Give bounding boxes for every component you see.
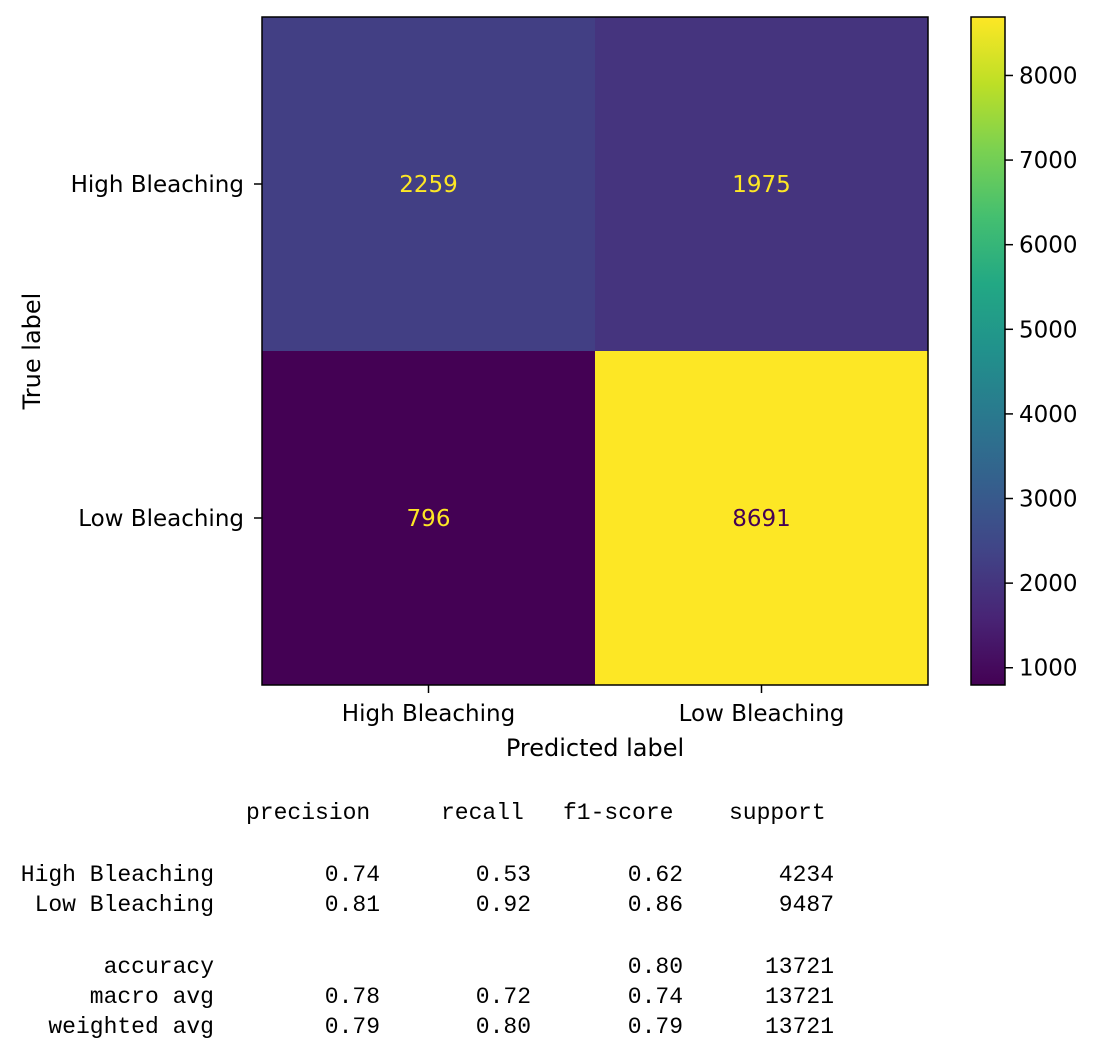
matrix-cell-value: 796: [407, 506, 451, 532]
colorbar-tick-label: 2000: [1019, 571, 1078, 597]
report-support: 9487: [778, 892, 834, 918]
header-f1-score: f1-score: [563, 800, 674, 826]
matrix-cells: [262, 17, 929, 686]
report-f1-score: 0.74: [627, 984, 683, 1010]
matrix-cell: [595, 17, 929, 352]
header-recall: recall: [441, 800, 524, 826]
report-support: 4234: [778, 862, 834, 888]
report-row-label: weighted avg: [48, 1014, 214, 1040]
header-support: support: [729, 800, 826, 826]
x-tick-label: Low Bleaching: [679, 701, 845, 727]
y-axis-label: True label: [18, 293, 46, 411]
report-row: High Bleaching 0.74 0.53 0.62 4234: [0, 862, 900, 892]
matrix-cell: [262, 351, 596, 686]
matrix-cell: [595, 351, 929, 686]
report-precision: 0.74: [324, 862, 380, 888]
colorbar-tick-label: 4000: [1019, 402, 1078, 428]
x-axis-label: Predicted label: [506, 734, 684, 762]
matrix-cell-labels: 2259 1975 796 8691: [399, 172, 791, 532]
report-recall: 0.92: [475, 892, 531, 918]
header-precision: precision: [246, 800, 371, 826]
report-support: 13721: [764, 1014, 834, 1040]
colorbar-tick-label: 5000: [1019, 317, 1078, 343]
report-row: macro avg 0.78 0.72 0.74 13721: [0, 984, 900, 1014]
report-f1-score: 0.79: [627, 1014, 683, 1040]
report-header-row: precision recall f1-score support: [0, 800, 900, 830]
report-f1-score: 0.62: [627, 862, 683, 888]
report-precision: 0.78: [324, 984, 380, 1010]
report-precision: 0.79: [324, 1014, 380, 1040]
colorbar: [970, 16, 1006, 686]
report-recall: 0.72: [475, 984, 531, 1010]
matrix-cell-value: 2259: [399, 172, 458, 198]
report-row: weighted avg 0.79 0.80 0.79 13721: [0, 1014, 900, 1044]
colorbar-tick-label: 1000: [1019, 656, 1078, 682]
report-f1-score: 0.86: [627, 892, 683, 918]
x-tick-label: High Bleaching: [342, 701, 515, 727]
colorbar-tick-label: 6000: [1019, 233, 1078, 259]
report-support: 13721: [764, 984, 834, 1010]
report-row-label: High Bleaching: [20, 862, 214, 888]
report-row: accuracy 0.80 13721: [0, 954, 900, 984]
confusion-matrix-chart: 2259 1975 796 8691 High Bleaching Low Bleach…: [18, 16, 1078, 762]
matrix-cell-value: 8691: [732, 506, 791, 532]
colorbar-tick-label: 7000: [1019, 148, 1078, 174]
matrix-cell: [262, 17, 596, 352]
report-row-label: accuracy: [103, 954, 214, 980]
x-axis-ticks: High Bleaching Low Bleaching: [342, 685, 845, 727]
colorbar-tick-label: 8000: [1019, 63, 1078, 89]
report-f1-score: 0.80: [627, 954, 683, 980]
y-axis-ticks: High Bleaching Low Bleaching: [71, 172, 262, 532]
y-tick-label: Low Bleaching: [78, 506, 244, 532]
matrix-cell-value: 1975: [732, 172, 791, 198]
report-recall: 0.53: [475, 862, 531, 888]
report-support: 13721: [764, 954, 834, 980]
matrix-frame: [261, 16, 929, 686]
report-precision: 0.81: [324, 892, 380, 918]
colorbar-tick-label: 3000: [1019, 487, 1078, 513]
report-row: Low Bleaching 0.81 0.92 0.86 9487: [0, 892, 900, 922]
report-recall: 0.80: [475, 1014, 531, 1040]
report-row-label: Low Bleaching: [34, 892, 214, 918]
colorbar-ticks: 1000 2000 3000 4000 5000 6000 7000 8000: [1005, 63, 1078, 682]
report-row-label: macro avg: [89, 984, 214, 1010]
y-tick-label: High Bleaching: [71, 172, 244, 198]
